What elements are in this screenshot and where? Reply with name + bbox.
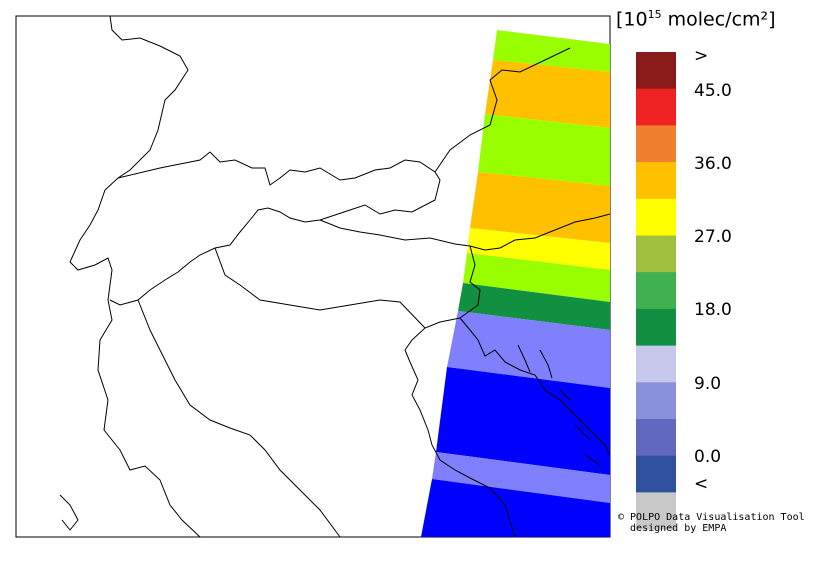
legend-swatch	[636, 235, 676, 273]
satellite-swath	[421, 30, 610, 537]
swiss-border	[109, 151, 441, 306]
swath-band	[447, 311, 610, 388]
credits: © POLPO Data Visualisation Tool designed…	[618, 512, 805, 534]
legend-tick: 9.0	[694, 374, 722, 394]
legend-tick: 18.0	[694, 300, 732, 320]
legend-tick: 45.0	[694, 81, 732, 101]
legend-swatch	[636, 419, 676, 457]
legend-tick: 27.0	[694, 227, 732, 247]
istria-coast	[459, 317, 611, 456]
austria-border	[434, 47, 571, 173]
credits-line1: © POLPO Data Visualisation Tool	[618, 512, 805, 523]
ligurian-coast	[137, 299, 341, 538]
color-legend	[636, 52, 676, 530]
legend-swatch	[636, 308, 676, 347]
swath-band	[463, 253, 610, 302]
corsica-outline	[59, 494, 79, 531]
italy-north-border	[319, 213, 611, 251]
france-border	[69, 15, 201, 538]
legend-swatch	[636, 162, 676, 200]
swath-band	[470, 172, 610, 243]
coastlines-borders	[59, 15, 611, 538]
legend-swatch	[636, 455, 676, 493]
swath-band	[467, 228, 610, 270]
swath-band	[458, 283, 610, 330]
adriatic-coast-west	[404, 317, 516, 538]
swath-band	[421, 479, 610, 537]
legend-tick: >	[694, 46, 709, 66]
swath-band	[478, 114, 610, 186]
legend-swatch	[636, 88, 676, 126]
unit-suffix: molec/cm²]	[661, 8, 776, 31]
legend-tick: 36.0	[694, 154, 732, 174]
legend-swatch	[636, 198, 676, 236]
swath-band	[485, 60, 610, 128]
credits-line2: designed by EMPA	[618, 523, 727, 534]
legend-swatch	[636, 345, 676, 383]
legend-tick: <	[694, 474, 709, 494]
swath-band	[432, 452, 610, 503]
legend-swatch	[636, 492, 676, 530]
po-region-border	[214, 247, 426, 329]
swath-band	[493, 30, 610, 72]
croatian-islands	[517, 344, 601, 466]
legend-swatch	[636, 272, 676, 310]
slovenia-border	[459, 245, 481, 319]
legend-swatch	[636, 52, 676, 90]
legend-tick: 0.0	[694, 447, 722, 467]
swath-band	[436, 367, 610, 475]
legend-unit-label: [1015 molec/cm²]	[616, 8, 776, 30]
unit-exponent: 15	[647, 8, 662, 21]
legend-swatch	[636, 382, 676, 420]
unit-prefix: [10	[616, 8, 648, 31]
legend-swatch	[636, 125, 676, 163]
